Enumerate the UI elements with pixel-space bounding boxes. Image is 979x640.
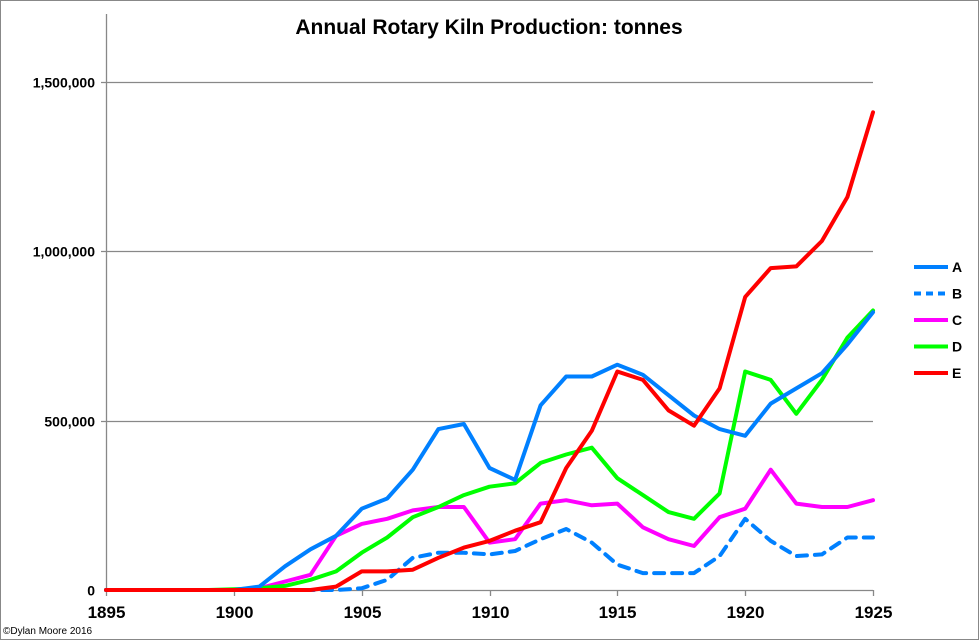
legend-label: D: [952, 339, 962, 355]
y-tick-label: 1,000,000: [33, 244, 95, 260]
x-tick-label: 1905: [344, 603, 382, 622]
y-axis-ticks: 0 500,000 1,000,000 1,500,000: [33, 75, 96, 599]
gridlines: [101, 81, 873, 423]
series-line-e: [104, 110, 875, 592]
copyright-credit: ©Dylan Moore 2016: [3, 626, 93, 637]
legend-label: C: [952, 312, 962, 328]
x-tick-label: 1895: [88, 603, 126, 622]
y-tick-label: 0: [87, 583, 95, 599]
x-tick-label: 1925: [855, 603, 893, 622]
legend-item-b: B: [914, 286, 962, 302]
x-tick-label: 1900: [216, 603, 254, 622]
legend-label: E: [952, 365, 961, 381]
chart-title: Annual Rotary Kiln Production: tonnes: [295, 16, 682, 39]
legend-item-e: E: [914, 365, 961, 381]
x-tick-label: 1915: [599, 603, 637, 622]
legend-item-c: C: [914, 312, 962, 328]
x-tick-label: 1910: [472, 603, 510, 622]
series-line-b: [104, 516, 875, 592]
x-tick-label: 1920: [727, 603, 765, 622]
series-line-d: [104, 308, 875, 592]
x-axis-ticks: 1895 1900 1905 1910 1915 1920 1925: [88, 590, 893, 622]
y-tick-label: 500,000: [44, 414, 95, 430]
series-line-a: [104, 310, 875, 592]
legend-label: B: [952, 286, 962, 302]
legend-label: A: [952, 259, 962, 275]
y-tick-label: 1,500,000: [33, 75, 95, 91]
axes: [105, 14, 873, 592]
legend-item-d: D: [914, 339, 962, 355]
series-lines: [104, 110, 875, 592]
legend-item-a: A: [914, 259, 962, 275]
